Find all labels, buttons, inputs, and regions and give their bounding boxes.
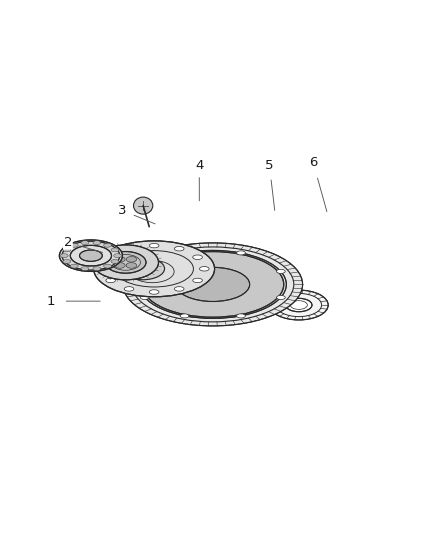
Ellipse shape [104, 243, 112, 247]
Ellipse shape [237, 251, 245, 255]
Ellipse shape [111, 248, 119, 252]
Ellipse shape [123, 243, 303, 326]
Ellipse shape [104, 264, 112, 268]
Ellipse shape [111, 260, 119, 263]
Ellipse shape [71, 264, 78, 268]
Ellipse shape [124, 287, 134, 291]
Ellipse shape [237, 314, 245, 318]
Ellipse shape [286, 298, 312, 312]
Ellipse shape [63, 248, 71, 252]
Ellipse shape [180, 251, 189, 255]
Ellipse shape [60, 254, 68, 257]
Text: 4: 4 [195, 159, 204, 172]
Ellipse shape [63, 260, 71, 263]
Ellipse shape [140, 295, 149, 300]
Ellipse shape [105, 252, 146, 273]
Ellipse shape [106, 255, 116, 260]
Ellipse shape [149, 290, 159, 294]
Ellipse shape [126, 263, 137, 268]
Ellipse shape [140, 269, 149, 273]
Ellipse shape [233, 283, 287, 309]
Ellipse shape [99, 266, 109, 271]
Ellipse shape [106, 278, 116, 282]
Ellipse shape [81, 266, 89, 271]
Text: 1: 1 [46, 295, 55, 308]
Ellipse shape [276, 269, 285, 273]
Ellipse shape [114, 254, 122, 257]
Text: 5: 5 [265, 159, 274, 172]
Ellipse shape [93, 266, 101, 271]
Ellipse shape [81, 241, 89, 245]
Ellipse shape [80, 250, 102, 261]
Ellipse shape [93, 241, 101, 245]
Ellipse shape [115, 263, 125, 268]
Ellipse shape [121, 257, 165, 280]
Ellipse shape [94, 241, 215, 297]
Text: 6: 6 [309, 156, 318, 169]
Ellipse shape [134, 197, 153, 214]
Ellipse shape [193, 278, 202, 282]
Text: 3: 3 [118, 204, 127, 217]
Ellipse shape [174, 287, 184, 291]
Ellipse shape [176, 268, 250, 302]
Ellipse shape [71, 243, 78, 247]
Ellipse shape [60, 240, 123, 271]
Ellipse shape [124, 246, 134, 251]
Ellipse shape [126, 256, 137, 262]
Ellipse shape [180, 314, 189, 318]
Ellipse shape [174, 246, 184, 251]
Ellipse shape [276, 295, 285, 300]
Ellipse shape [242, 287, 279, 305]
Ellipse shape [199, 266, 209, 271]
Ellipse shape [149, 244, 159, 248]
Ellipse shape [62, 241, 120, 270]
Ellipse shape [71, 245, 112, 266]
Ellipse shape [139, 251, 286, 318]
Ellipse shape [193, 255, 202, 260]
Ellipse shape [93, 245, 159, 280]
Ellipse shape [142, 252, 284, 317]
Text: 2: 2 [64, 236, 72, 249]
Ellipse shape [269, 290, 328, 320]
Ellipse shape [115, 256, 125, 262]
